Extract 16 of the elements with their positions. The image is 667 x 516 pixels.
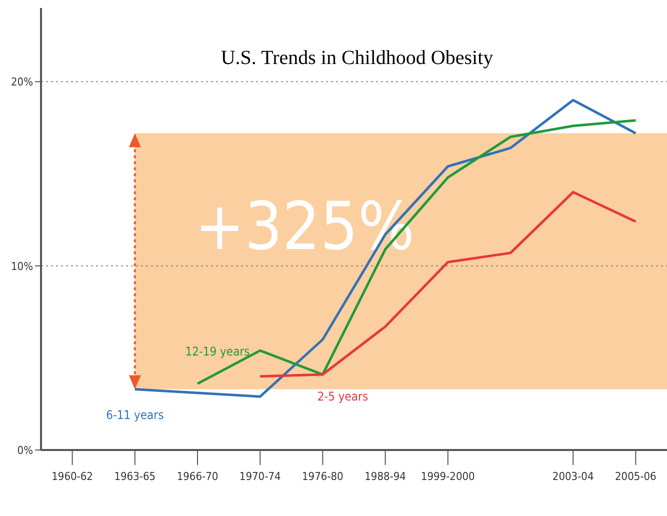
x-tick-label: 1999-2000 — [420, 470, 475, 483]
series-label: 6-11 years — [106, 408, 164, 422]
x-tick-label: 1960-62 — [52, 470, 93, 483]
series-label: 12-19 years — [185, 344, 250, 359]
y-tick-label: 20% — [11, 76, 33, 89]
x-tick-label: 2005-06 — [615, 470, 656, 483]
y-tick-label: 0% — [17, 444, 33, 457]
x-tick-label: 1988-94 — [364, 470, 406, 483]
series-label: 2-5 years — [317, 389, 368, 404]
x-tick-label: 1976-80 — [302, 470, 344, 483]
x-tick-label: 1970-74 — [239, 470, 281, 483]
x-tick-label: 1966-70 — [176, 470, 218, 483]
y-tick-label: 10% — [11, 260, 33, 273]
x-tick-label: 1963-65 — [114, 470, 156, 483]
x-tick-label: 2003-04 — [552, 470, 594, 483]
text: U.S. Trends in Childhood Obesity — [220, 47, 494, 69]
